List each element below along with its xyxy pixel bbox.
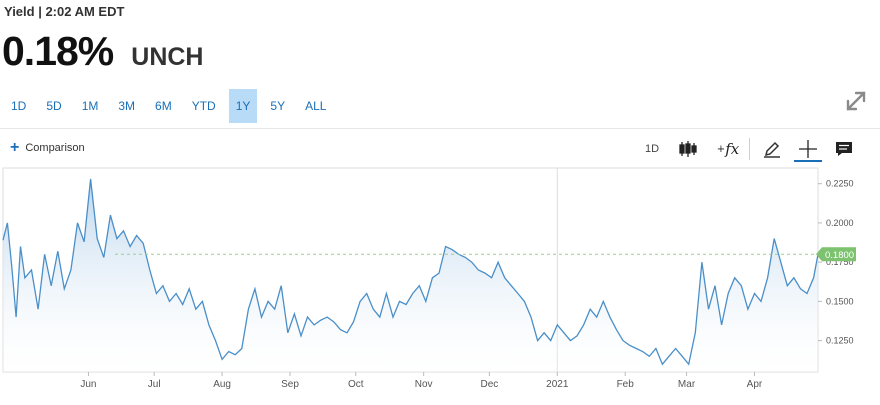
comment-icon[interactable]	[832, 138, 856, 160]
function-icon[interactable]: + fx	[716, 140, 740, 158]
range-tab-ytd[interactable]: YTD	[191, 99, 216, 113]
candlestick-icon[interactable]	[676, 138, 700, 160]
x-tick-label: Jun	[80, 379, 96, 390]
toolbar-divider	[0, 128, 880, 129]
comparison-label: Comparison	[25, 142, 85, 154]
range-tab-6m[interactable]: 6M	[155, 99, 172, 113]
current-value-badge-shape	[816, 247, 856, 262]
series-line	[2, 178, 819, 366]
range-tab-1y[interactable]: 1Y	[228, 89, 258, 123]
range-tabs: 1D 5D 1M 3M 6M YTD 1Y 5Y ALL	[4, 89, 339, 123]
y-tick-label: 0.2250	[826, 179, 854, 189]
range-tab-3m[interactable]: 3M	[118, 99, 136, 113]
range-tab-1d[interactable]: 1D	[11, 99, 27, 113]
current-value-badge: 0.1800	[816, 247, 856, 262]
x-tick-label: 2021	[546, 379, 569, 390]
y-tick-label: 0.2000	[826, 218, 854, 228]
area-fill	[3, 179, 818, 372]
yield-chart-svg[interactable]: 0.2250 0.2000 0.1750 0.1500 0.1250 Jun Jul Aug…	[0, 166, 880, 400]
x-tick-label: Oct	[348, 379, 364, 390]
current-value-label: 0.1800	[825, 250, 854, 261]
range-tab-5y[interactable]: 5Y	[270, 99, 286, 113]
x-tick-label: Apr	[747, 379, 763, 390]
x-tick-label: Feb	[617, 379, 635, 390]
plus-icon: +	[10, 139, 20, 156]
quote-change: UNCH	[131, 43, 204, 71]
quote-row: 0.18% UNCH	[2, 28, 203, 76]
range-tab-1m[interactable]: 1M	[81, 99, 99, 113]
x-tick-label: Sep	[281, 379, 299, 390]
toolbar-separator	[749, 138, 750, 160]
interval-selector[interactable]: 1D	[644, 143, 660, 155]
add-comparison-button[interactable]: + Comparison	[10, 140, 85, 156]
y-tick-label: 0.1250	[826, 336, 854, 346]
x-tick-label: Nov	[415, 379, 433, 390]
range-tab-5d[interactable]: 5D	[46, 99, 62, 113]
x-tick-label: Dec	[480, 379, 498, 390]
quote-price: 0.18%	[2, 28, 114, 74]
x-tick-label: Aug	[213, 379, 231, 390]
yield-chart[interactable]: 0.2250 0.2000 0.1750 0.1500 0.1250 Jun Jul Aug…	[0, 166, 880, 400]
x-tick-label: Jul	[148, 379, 161, 390]
pencil-icon[interactable]	[760, 138, 784, 160]
x-tick-label: Mar	[678, 379, 696, 390]
y-tick-label: 0.1500	[826, 296, 854, 306]
range-tab-all[interactable]: ALL	[305, 99, 327, 113]
y-tick-label: 0.1750	[826, 257, 854, 267]
expand-icon[interactable]	[843, 88, 869, 114]
crosshair-icon[interactable]	[794, 138, 822, 162]
quote-status-line: Yield | 2:02 AM EDT	[4, 4, 125, 19]
